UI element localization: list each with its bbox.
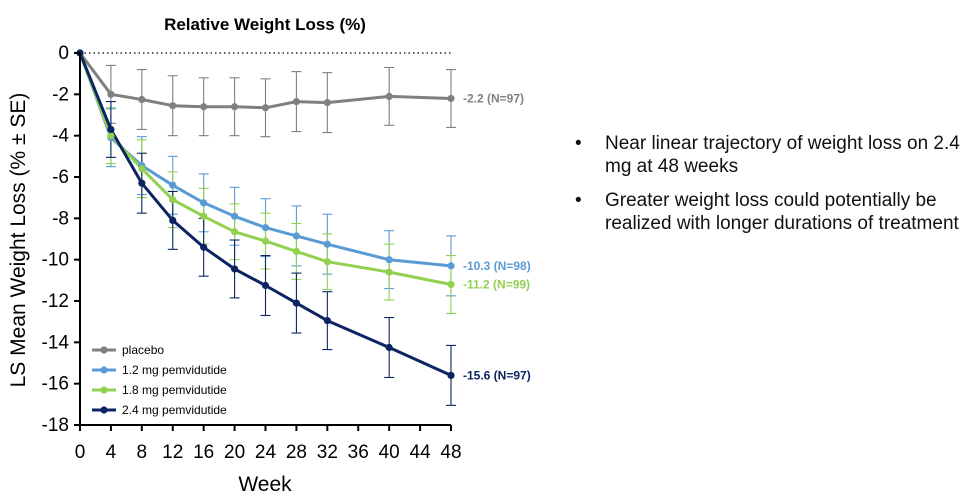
data-point-1-8-mg-pemvidutide <box>261 237 270 245</box>
end-label-2-4-mg-pemvidutide: -15.6 (N=97) <box>463 368 531 382</box>
legend-marker-2-4-mg-pemvidutide <box>100 406 108 414</box>
data-point-placebo <box>385 92 393 100</box>
data-point-1-2-mg-pemvidutide <box>200 199 208 207</box>
data-point-1-2-mg-pemvidutide <box>292 232 301 240</box>
bullet-marker: • <box>575 190 582 211</box>
data-point-2-4-mg-pemvidutide <box>169 216 177 224</box>
data-point-placebo <box>323 99 331 107</box>
data-point-1-8-mg-pemvidutide <box>138 165 146 173</box>
data-point-2-4-mg-pemvidutide <box>323 317 331 325</box>
legend-label-2-4-mg-pemvidutide: 2.4 mg pemvidutide <box>122 403 227 417</box>
data-point-1-2-mg-pemvidutide <box>230 212 239 220</box>
end-label-1-8-mg-pemvidutide: -11.2 (N=99) <box>463 277 530 291</box>
y-tick-label: -14 <box>42 332 70 353</box>
data-point-1-8-mg-pemvidutide <box>169 196 177 204</box>
data-point-2-4-mg-pemvidutide <box>292 299 301 307</box>
data-point-1-8-mg-pemvidutide <box>200 212 208 220</box>
chart-title: Relative Weight Loss (%) <box>164 15 366 34</box>
x-tick-label: 0 <box>75 442 86 463</box>
x-tick-label: 20 <box>224 442 245 463</box>
y-tick-label: -16 <box>42 374 69 395</box>
data-point-2-4-mg-pemvidutide <box>261 281 270 290</box>
x-tick-label: 36 <box>348 442 369 463</box>
y-tick-label: 0 <box>58 43 69 64</box>
data-point-2-4-mg-pemvidutide <box>107 125 115 134</box>
data-point-1-8-mg-pemvidutide <box>230 228 239 236</box>
weight-loss-chart: Relative Weight Loss (%) 0 -2 -4 -6 -8 -10 -12… <box>7 15 531 496</box>
data-point-1-2-mg-pemvidutide <box>169 181 177 189</box>
data-point-1-8-mg-pemvidutide <box>447 280 455 289</box>
data-point-1-2-mg-pemvidutide <box>261 224 270 232</box>
legend-marker-1-2-mg-pemvidutide <box>100 366 108 374</box>
data-point-placebo <box>169 102 177 110</box>
data-point-1-8-mg-pemvidutide <box>385 268 393 276</box>
data-point-1-2-mg-pemvidutide <box>447 262 455 270</box>
y-tick-label: -18 <box>42 415 69 436</box>
data-point-placebo <box>138 95 146 104</box>
data-point-2-4-mg-pemvidutide <box>138 179 146 187</box>
legend-label-1-8-mg-pemvidutide: 1.8 mg pemvidutide <box>122 383 227 397</box>
data-point-2-4-mg-pemvidutide <box>230 265 239 273</box>
legend-label-placebo: placebo <box>122 343 164 357</box>
bullet-item: • Greater weight loss could potentially … <box>575 189 967 235</box>
data-point-1-8-mg-pemvidutide <box>292 247 301 255</box>
legend-label-1-2-mg-pemvidutide: 1.2 mg pemvidutide <box>122 363 227 377</box>
data-point-2-4-mg-pemvidutide <box>385 343 393 352</box>
x-tick-label: 16 <box>193 442 214 463</box>
data-point-2-4-mg-pemvidutide <box>447 371 455 379</box>
data-point-placebo <box>292 97 301 106</box>
x-tick-label: 4 <box>106 442 117 463</box>
y-tick-label: -10 <box>42 250 69 271</box>
y-tick-label: -6 <box>52 167 69 188</box>
legend-marker-1-8-mg-pemvidutide <box>100 386 108 394</box>
end-label-1-2-mg-pemvidutide: -10.3 (N=98) <box>463 259 531 273</box>
bullet-item: • Near linear trajectory of weight loss … <box>575 132 967 178</box>
y-tick-label: -8 <box>52 208 69 229</box>
x-axis-label: Week <box>238 473 292 496</box>
data-point-2-4-mg-pemvidutide <box>200 243 208 251</box>
x-tick-label: 48 <box>440 442 461 463</box>
data-point-1-8-mg-pemvidutide <box>323 258 331 266</box>
data-point-placebo <box>447 94 455 103</box>
legend: placebo 1.2 mg pemvidutide 1.8 mg pemvidut… <box>92 343 227 417</box>
y-tick-label: -4 <box>52 126 69 147</box>
data-point-placebo <box>261 104 270 112</box>
x-tick-label: 28 <box>286 442 307 463</box>
y-tick-label: -12 <box>42 291 69 312</box>
x-tick-label: 40 <box>379 442 400 463</box>
data-point-1-2-mg-pemvidutide <box>385 256 393 264</box>
y-axis-label: LS Mean Weight Loss (% ± SE) <box>7 93 30 388</box>
end-label-placebo: -2.2 (N=97) <box>463 91 524 105</box>
data-point-placebo <box>230 103 239 111</box>
y-tick-label: -2 <box>52 84 69 105</box>
data-point-placebo <box>200 103 208 111</box>
data-point-1-8-mg-pemvidutide <box>107 132 115 140</box>
x-tick-label: 44 <box>410 442 432 463</box>
x-tick-label: 24 <box>255 442 277 463</box>
key-findings-list: • Near linear trajectory of weight loss … <box>575 132 967 246</box>
bullet-text: Near linear trajectory of weight loss on… <box>605 133 960 177</box>
bullet-marker: • <box>575 133 582 154</box>
x-tick-label: 32 <box>317 442 338 463</box>
x-tick-label: 8 <box>137 442 148 463</box>
legend-marker-placebo <box>100 346 108 354</box>
data-point-placebo <box>107 90 115 98</box>
x-tick-label: 12 <box>162 442 183 463</box>
bullet-text: Greater weight loss could potentially be… <box>605 190 959 234</box>
data-point-1-2-mg-pemvidutide <box>323 240 331 248</box>
